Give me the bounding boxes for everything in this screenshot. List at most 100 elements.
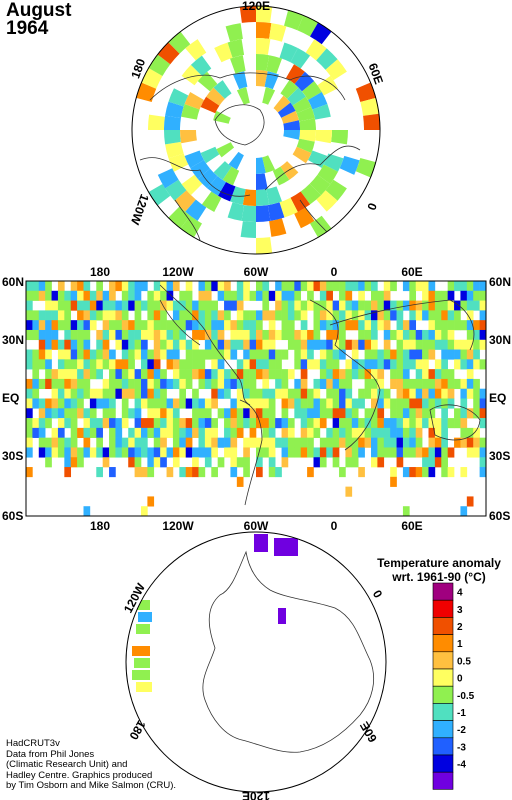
anomaly-cell	[134, 290, 142, 301]
world-map-bottom-lon-labels: 180 120W 60W 0 60E	[90, 519, 423, 533]
anomaly-cell	[390, 467, 397, 478]
anomaly-cell	[287, 300, 295, 311]
anomaly-cell	[166, 281, 174, 292]
anomaly-cell	[160, 290, 167, 301]
anomaly-cell	[51, 329, 59, 341]
anomaly-cell	[227, 39, 245, 58]
anomaly-cell	[351, 437, 359, 448]
anomaly-cell	[473, 437, 480, 448]
anomaly-cell	[415, 398, 423, 409]
anomaly-cell	[115, 281, 123, 292]
anomaly-cell	[390, 408, 397, 419]
anomaly-cell	[192, 359, 199, 370]
anomaly-cell	[447, 388, 455, 399]
anomaly-cell	[326, 437, 333, 448]
anomaly-cell	[153, 339, 161, 350]
anomaly-cell	[204, 427, 212, 438]
anomaly-cell	[185, 310, 193, 321]
anomaly-cell	[307, 388, 314, 399]
anomaly-cell	[355, 158, 376, 178]
lat-label-left: EQ	[2, 391, 19, 405]
anomaly-cell	[332, 427, 340, 438]
lat-label-right: 30S	[489, 449, 510, 463]
anomaly-cell	[172, 378, 180, 390]
anomaly-cell	[172, 320, 180, 331]
anomaly-cell	[281, 457, 289, 468]
anomaly-cell	[383, 437, 391, 448]
anomaly-cell	[225, 23, 243, 42]
anomaly-cell	[262, 310, 270, 321]
anomaly-cell	[236, 310, 244, 321]
anomaly-cell	[313, 418, 321, 429]
anomaly-cell	[185, 467, 193, 478]
anomaly-cell	[230, 186, 246, 205]
anomaly-cell	[275, 369, 282, 380]
anomaly-cell	[256, 70, 268, 87]
anomaly-cell	[428, 369, 436, 380]
world-map-left-lat-labels: 60N 30N EQ 30S 60S	[2, 275, 24, 523]
anomaly-cell	[141, 427, 148, 438]
credits-line-2: Data from Phil Jones	[6, 748, 95, 760]
anomaly-cell	[192, 398, 199, 409]
anomaly-cell	[141, 447, 148, 458]
anomaly-cell	[240, 221, 256, 238]
anomaly-cell	[230, 55, 246, 74]
anomaly-cell	[383, 418, 391, 429]
anomaly-cell	[185, 281, 193, 292]
anomaly-cell	[351, 320, 359, 331]
anomaly-cell	[377, 457, 385, 468]
anomaly-cell	[294, 207, 315, 229]
anomaly-cell	[262, 437, 270, 448]
anomaly-cell	[371, 369, 378, 380]
anomaly-cell	[313, 457, 321, 468]
anomaly-cell	[128, 329, 135, 341]
anomaly-cell	[292, 146, 312, 164]
anomaly-cell	[319, 447, 327, 458]
anomaly-cell	[402, 447, 410, 458]
anomaly-cell	[172, 418, 180, 429]
anomaly-cell	[45, 310, 52, 321]
anomaly-cell	[300, 369, 308, 380]
anomaly-cell	[96, 467, 103, 478]
anomaly-cell	[192, 329, 199, 341]
anomaly-cell	[121, 408, 129, 419]
legend-label: 3	[457, 605, 463, 616]
anomaly-cell	[297, 15, 318, 37]
anomaly-cell	[345, 339, 353, 350]
anomaly-cell	[109, 320, 116, 331]
anomaly-cell	[153, 281, 161, 292]
anomaly-cell	[409, 398, 417, 409]
anomaly-cell	[269, 23, 287, 42]
anomaly-cell	[83, 339, 91, 350]
anomaly-cell	[172, 310, 180, 321]
anomaly-cell	[422, 300, 429, 311]
anomaly-cell	[77, 349, 84, 360]
anomaly-cell	[230, 329, 238, 341]
anomaly-cell	[147, 369, 155, 380]
legend-label: -4	[457, 760, 466, 771]
anomaly-cell	[390, 447, 397, 458]
anomaly-cell	[364, 339, 372, 350]
anomaly-cell	[26, 378, 33, 390]
anomaly-cell	[236, 339, 244, 350]
legend-label: 4	[457, 588, 463, 599]
anomaly-cell	[153, 378, 161, 390]
anomaly-cell	[415, 437, 423, 448]
anomaly-cell	[466, 437, 474, 448]
anomaly-cell	[192, 388, 199, 399]
anomaly-cell	[479, 418, 486, 429]
anomaly-cell	[268, 447, 276, 458]
anomaly-cell	[249, 398, 257, 409]
anomaly-cell	[268, 467, 276, 478]
anomaly-cell	[339, 300, 346, 311]
anomaly-cell	[160, 349, 167, 360]
anomaly-cell	[363, 113, 380, 130]
anomaly-cell	[181, 174, 203, 196]
anomaly-cell	[109, 290, 116, 301]
anomaly-cell	[434, 457, 442, 468]
anomaly-cell	[266, 55, 282, 74]
anomaly-cell	[134, 369, 142, 380]
anomaly-cell	[275, 467, 282, 478]
anomaly-cell	[180, 130, 197, 144]
anomaly-cell	[428, 398, 436, 409]
